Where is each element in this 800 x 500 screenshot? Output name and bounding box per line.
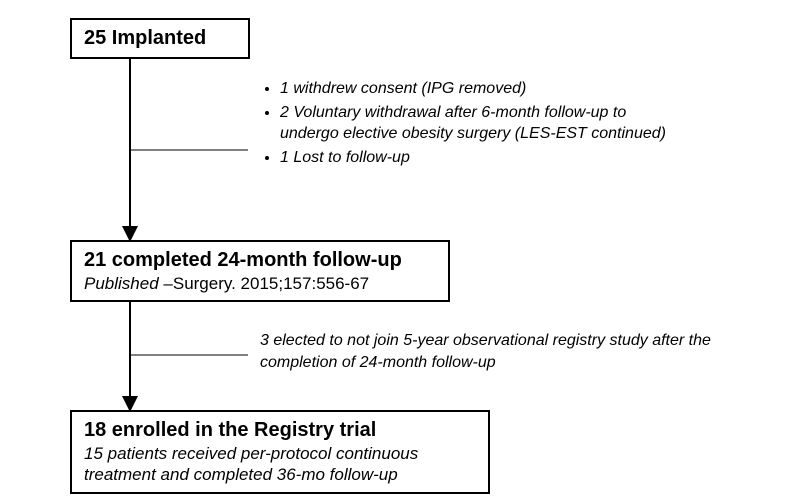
flowchart-canvas: 25 Implanted 21 completed 24-month follo… [0, 0, 800, 500]
annotation-withdrawals-item: 2 Voluntary withdrawal after 6-month fol… [280, 102, 680, 145]
box-24month-sub: Published –Surgery. 2015;157:556-67 [84, 273, 436, 294]
annotation-notjoin: 3 elected to not join 5-year observation… [260, 330, 730, 373]
box-registry: 18 enrolled in the Registry trial 15 pat… [70, 410, 490, 494]
box-registry-sub: 15 patients received per-protocol contin… [84, 443, 476, 486]
box-implanted: 25 Implanted [70, 18, 250, 59]
box-24month: 21 completed 24-month follow-up Publishe… [70, 240, 450, 302]
box-registry-title: 18 enrolled in the Registry trial [84, 418, 476, 443]
annotation-withdrawals-item: 1 withdrew consent (IPG removed) [280, 78, 680, 100]
box-24month-title: 21 completed 24-month follow-up [84, 248, 436, 273]
box-implanted-title: 25 Implanted [84, 26, 236, 51]
box-24month-sub-prefix: Published [84, 274, 159, 293]
annotation-withdrawals-item: 1 Lost to follow-up [280, 147, 680, 169]
box-24month-sub-rest: –Surgery. 2015;157:556-67 [159, 274, 369, 293]
annotation-withdrawals: 1 withdrew consent (IPG removed) 2 Volun… [260, 78, 680, 170]
